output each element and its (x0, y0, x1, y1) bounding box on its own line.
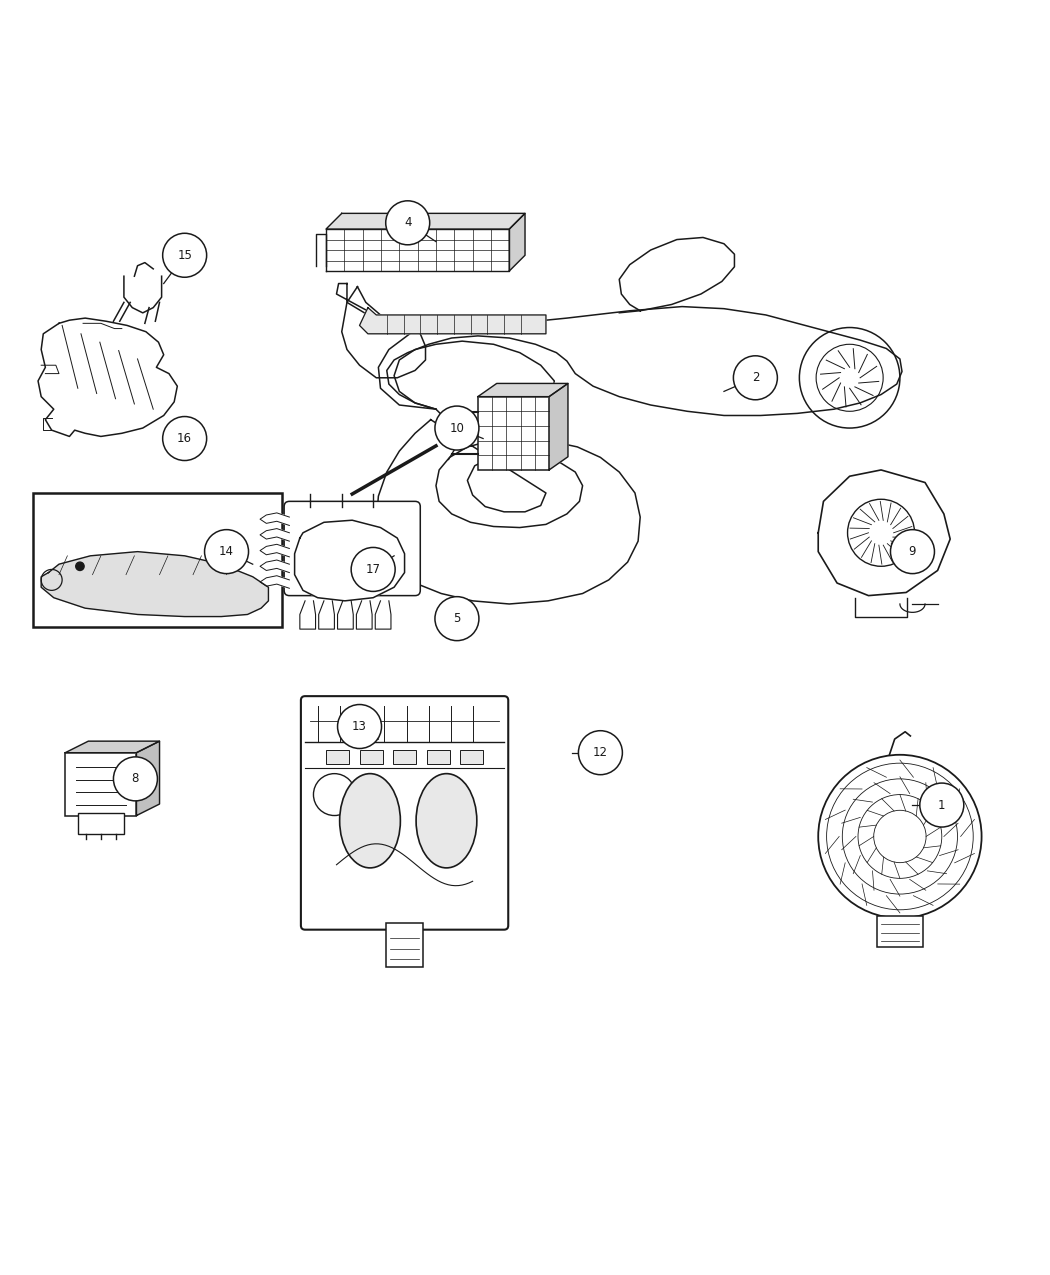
Polygon shape (260, 576, 290, 588)
Text: 13: 13 (352, 720, 367, 733)
Polygon shape (509, 213, 525, 272)
Polygon shape (356, 601, 372, 629)
Text: 16: 16 (177, 432, 192, 445)
Bar (877, 915, 923, 947)
Text: 12: 12 (593, 746, 608, 759)
Text: 17: 17 (365, 564, 381, 576)
Polygon shape (337, 601, 353, 629)
Bar (460, 750, 483, 764)
Circle shape (435, 597, 479, 640)
Circle shape (163, 233, 207, 277)
Polygon shape (260, 513, 290, 525)
Circle shape (890, 529, 934, 574)
Bar (478, 397, 549, 470)
Circle shape (799, 328, 900, 428)
Polygon shape (327, 213, 525, 230)
Polygon shape (136, 741, 160, 816)
Text: 14: 14 (219, 546, 234, 558)
Polygon shape (295, 520, 404, 601)
Bar (393, 750, 416, 764)
Text: 15: 15 (177, 249, 192, 261)
Circle shape (385, 200, 429, 245)
Circle shape (337, 705, 381, 748)
Bar (65, 752, 136, 816)
Bar (426, 750, 449, 764)
Polygon shape (260, 560, 290, 572)
Text: 10: 10 (449, 422, 464, 435)
Text: 9: 9 (908, 546, 917, 558)
Polygon shape (38, 317, 177, 436)
Polygon shape (341, 287, 425, 377)
Polygon shape (394, 342, 554, 422)
Bar (385, 923, 423, 968)
Circle shape (351, 547, 395, 592)
Polygon shape (549, 384, 568, 470)
Circle shape (205, 529, 249, 574)
Bar (327, 750, 349, 764)
Circle shape (76, 562, 84, 570)
Polygon shape (818, 470, 950, 595)
Polygon shape (359, 307, 546, 334)
Circle shape (579, 731, 623, 775)
Text: 5: 5 (454, 612, 461, 625)
FancyBboxPatch shape (285, 501, 420, 595)
Polygon shape (65, 741, 160, 752)
Polygon shape (620, 237, 734, 311)
Polygon shape (376, 419, 640, 604)
Circle shape (163, 417, 207, 460)
Polygon shape (260, 529, 290, 541)
FancyBboxPatch shape (301, 696, 508, 929)
Polygon shape (327, 230, 509, 272)
Polygon shape (260, 544, 290, 557)
Ellipse shape (416, 774, 477, 868)
Text: 8: 8 (131, 773, 139, 785)
Bar (78, 813, 124, 834)
Bar (359, 750, 382, 764)
Text: 1: 1 (938, 798, 946, 812)
Polygon shape (336, 283, 902, 416)
Circle shape (733, 356, 777, 400)
Polygon shape (478, 384, 568, 397)
Polygon shape (375, 601, 391, 629)
Text: 2: 2 (752, 371, 759, 384)
Polygon shape (319, 601, 334, 629)
Ellipse shape (339, 774, 400, 868)
Bar (33, 493, 282, 627)
Circle shape (435, 405, 479, 450)
Polygon shape (300, 601, 316, 629)
Polygon shape (41, 552, 269, 617)
Text: 4: 4 (404, 217, 412, 230)
Circle shape (818, 755, 982, 918)
Circle shape (920, 783, 964, 827)
Circle shape (113, 757, 158, 801)
